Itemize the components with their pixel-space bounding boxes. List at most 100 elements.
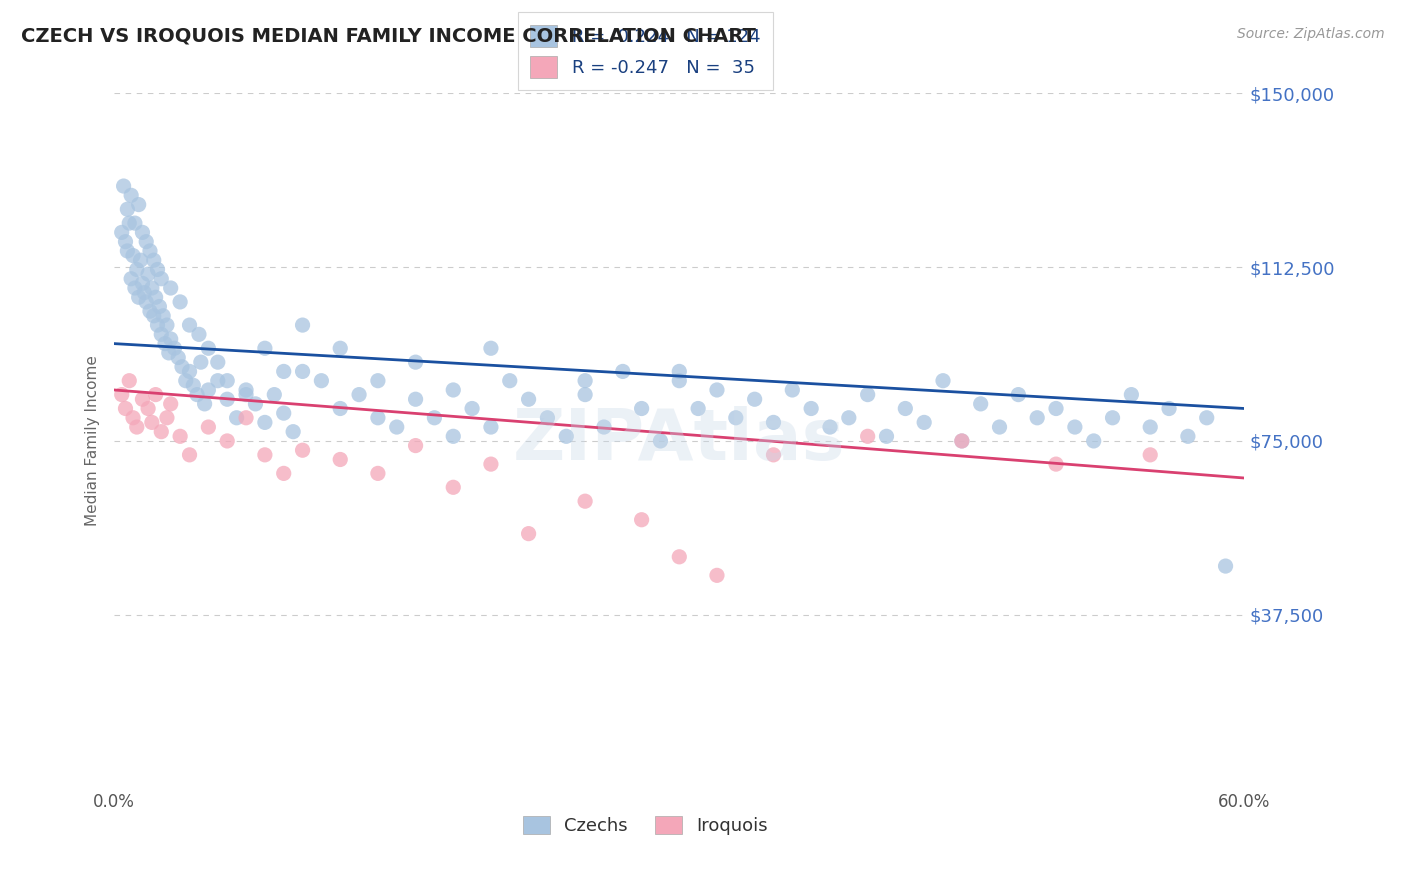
Legend: Czechs, Iroquois: Czechs, Iroquois <box>516 808 775 842</box>
Point <box>1121 387 1143 401</box>
Point <box>499 374 522 388</box>
Point <box>135 235 157 249</box>
Point <box>217 434 239 448</box>
Point <box>593 420 616 434</box>
Point <box>145 290 167 304</box>
Point <box>141 416 163 430</box>
Point <box>744 392 766 407</box>
Point <box>856 429 879 443</box>
Point <box>235 383 257 397</box>
Point <box>405 355 427 369</box>
Point <box>555 429 578 443</box>
Point <box>111 226 134 240</box>
Point <box>142 253 165 268</box>
Point <box>1045 457 1067 471</box>
Point <box>273 364 295 378</box>
Point <box>125 420 148 434</box>
Point <box>856 387 879 401</box>
Point <box>762 448 785 462</box>
Point <box>188 327 211 342</box>
Point <box>159 281 181 295</box>
Point <box>1063 420 1085 434</box>
Point <box>150 271 173 285</box>
Point <box>128 197 150 211</box>
Point <box>217 392 239 407</box>
Point <box>818 420 841 434</box>
Point <box>118 374 141 388</box>
Point <box>139 244 162 258</box>
Point <box>1177 429 1199 443</box>
Point <box>111 387 134 401</box>
Point <box>706 383 728 397</box>
Point <box>479 341 502 355</box>
Point <box>124 281 146 295</box>
Point <box>329 452 352 467</box>
Point <box>1007 387 1029 401</box>
Point <box>179 318 201 332</box>
Point <box>122 249 145 263</box>
Point <box>169 429 191 443</box>
Point <box>367 467 389 481</box>
Point <box>253 416 276 430</box>
Point <box>706 568 728 582</box>
Point <box>441 480 464 494</box>
Point <box>190 355 212 369</box>
Point <box>145 387 167 401</box>
Point <box>135 294 157 309</box>
Point <box>118 216 141 230</box>
Point <box>574 387 596 401</box>
Point <box>668 549 690 564</box>
Point <box>630 401 652 416</box>
Point <box>197 383 219 397</box>
Point <box>876 429 898 443</box>
Point <box>146 318 169 332</box>
Point <box>762 416 785 430</box>
Point <box>129 253 152 268</box>
Point <box>186 387 208 401</box>
Point <box>112 179 135 194</box>
Point <box>517 526 540 541</box>
Text: ZIPAtlas: ZIPAtlas <box>513 407 845 475</box>
Text: CZECH VS IROQUOIS MEDIAN FAMILY INCOME CORRELATION CHART: CZECH VS IROQUOIS MEDIAN FAMILY INCOME C… <box>21 27 756 45</box>
Point <box>197 420 219 434</box>
Point <box>517 392 540 407</box>
Point <box>120 271 142 285</box>
Point <box>441 383 464 397</box>
Point <box>152 309 174 323</box>
Point <box>291 443 314 458</box>
Point <box>235 387 257 401</box>
Point <box>423 410 446 425</box>
Point <box>912 416 935 430</box>
Point <box>574 374 596 388</box>
Point <box>950 434 973 448</box>
Point <box>461 401 484 416</box>
Point <box>131 277 153 291</box>
Text: Source: ZipAtlas.com: Source: ZipAtlas.com <box>1237 27 1385 41</box>
Point <box>124 216 146 230</box>
Point <box>141 281 163 295</box>
Point <box>311 374 333 388</box>
Point <box>1083 434 1105 448</box>
Point <box>650 434 672 448</box>
Point <box>181 378 204 392</box>
Point <box>612 364 634 378</box>
Point <box>207 355 229 369</box>
Point <box>122 410 145 425</box>
Point <box>156 410 179 425</box>
Y-axis label: Median Family Income: Median Family Income <box>86 356 100 526</box>
Point <box>156 318 179 332</box>
Point <box>114 235 136 249</box>
Point <box>167 351 190 365</box>
Point <box>329 401 352 416</box>
Point <box>800 401 823 416</box>
Point <box>291 318 314 332</box>
Point <box>405 392 427 407</box>
Point <box>1195 410 1218 425</box>
Point <box>405 439 427 453</box>
Point <box>1157 401 1180 416</box>
Point <box>142 309 165 323</box>
Point <box>668 364 690 378</box>
Point <box>894 401 917 416</box>
Point <box>159 332 181 346</box>
Point <box>225 410 247 425</box>
